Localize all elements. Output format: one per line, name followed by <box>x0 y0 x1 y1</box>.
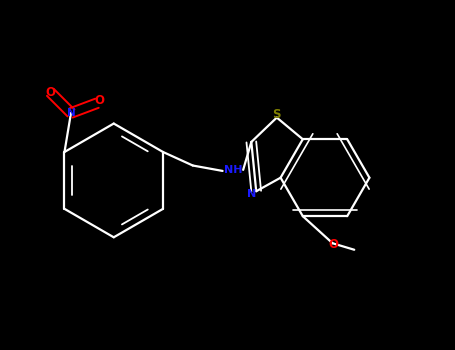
Text: O: O <box>46 86 56 99</box>
Text: S: S <box>273 108 281 121</box>
Text: NH: NH <box>224 165 242 175</box>
Text: N: N <box>247 189 257 199</box>
Text: O: O <box>329 238 339 251</box>
Text: O: O <box>95 94 105 107</box>
Text: N: N <box>66 108 76 118</box>
